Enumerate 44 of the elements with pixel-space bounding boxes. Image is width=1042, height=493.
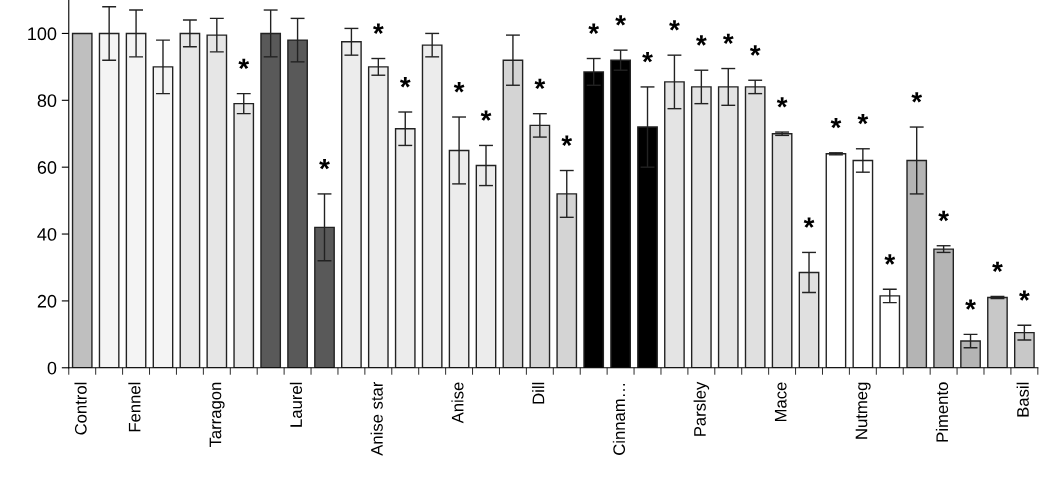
x-tick-label: Mace — [774, 382, 787, 422]
x-tick-label: Fennel — [128, 382, 141, 432]
y-tick-label: 60 — [37, 161, 57, 174]
data-label: * — [399, 77, 411, 88]
data-label: * — [803, 217, 815, 228]
x-tick-label: Dill — [532, 382, 545, 404]
x-tick-label: Control — [74, 382, 87, 435]
data-label: * — [561, 135, 573, 146]
data-label: * — [749, 45, 761, 56]
data-label: * — [696, 35, 707, 46]
x-tick-label: Cinnam… — [612, 383, 626, 455]
data-label: * — [642, 52, 653, 63]
data-label: * — [669, 20, 680, 31]
y-tick-label: 100 — [28, 27, 57, 41]
x-tick-label: Basil — [1016, 382, 1029, 417]
data-label: * — [453, 82, 465, 93]
data-label: * — [938, 210, 949, 222]
x-tick-label: Laurel — [289, 382, 303, 427]
data-label: * — [534, 78, 546, 90]
data-label: * — [857, 113, 869, 125]
y-tick-label: 0 — [47, 361, 57, 375]
data-label: * — [992, 261, 1003, 272]
data-label: * — [238, 58, 250, 70]
y-tick-label: 40 — [37, 227, 57, 241]
data-label: * — [884, 254, 896, 265]
data-label: * — [373, 23, 384, 34]
x-tick-label: Anise star — [370, 381, 383, 456]
data-label: * — [1019, 290, 1030, 301]
data-label: * — [965, 299, 976, 310]
data-label: * — [615, 15, 626, 26]
x-tick-label: Pimento — [935, 382, 949, 442]
data-label: * — [319, 159, 330, 170]
data-label: * — [588, 23, 600, 34]
data-label: * — [776, 97, 788, 108]
y-tick-label: 80 — [37, 94, 57, 108]
data-label: * — [722, 33, 734, 44]
data-label: * — [480, 110, 492, 121]
x-tick-label: Nutmeg — [855, 382, 871, 439]
data-label: * — [911, 92, 923, 103]
x-tick-label: Parsley — [693, 381, 710, 436]
data-label: * — [830, 117, 842, 129]
x-tick-label: Anise — [451, 382, 464, 424]
y-tick-label: 20 — [37, 294, 57, 308]
x-tick-label: Tarragon — [209, 382, 225, 448]
